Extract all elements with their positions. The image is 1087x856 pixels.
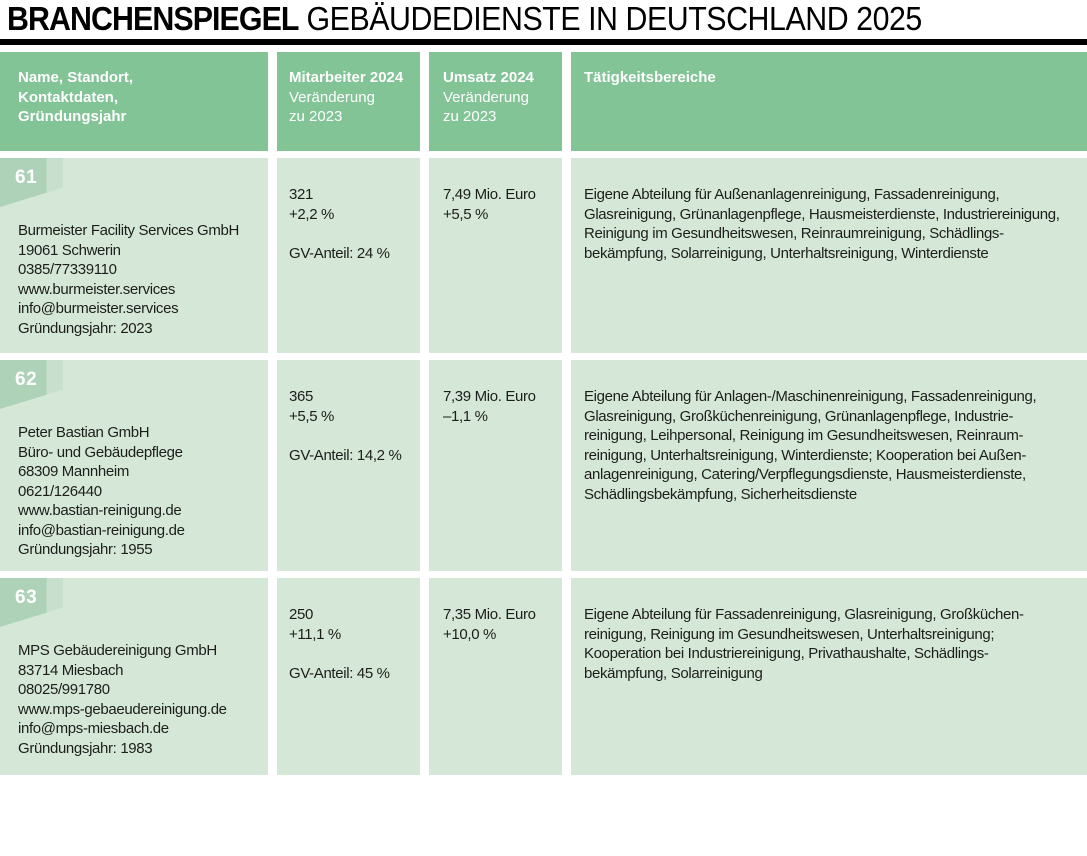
row-61-activities-cell: Eigene Abteilung für Außenanlagenreinigu…: [571, 158, 1087, 353]
header-revenue-sub: Veränderung zu 2023: [443, 88, 529, 126]
employees-value: 321 +2,2 %: [289, 186, 335, 223]
row-61-contact-cell: 61 Burmeister Facility Services GmbH 190…: [0, 158, 268, 353]
gv-share: GV-Anteil: 24 %: [289, 244, 390, 262]
row-62-activities-cell: Eigene Abteilung für Anlagen-/Maschinenr…: [571, 360, 1087, 571]
page-title-brand: BRANCHENSPIEGEL: [7, 0, 299, 37]
row-63-contact-cell: 63 MPS Gebäudereinigung GmbH 83714 Miesb…: [0, 578, 268, 775]
revenue-value: 7,35 Mio. Euro +10,0 %: [443, 606, 536, 643]
row-63-activities-cell: Eigene Abteilung für Fassadenreinigung, …: [571, 578, 1087, 775]
header-employees-sub: Veränderung zu 2023: [289, 88, 375, 126]
header-cell-employees: Mitarbeiter 2024 Veränderung zu 2023: [277, 52, 420, 151]
company-contact: MPS Gebäudereinigung GmbH 83714 Miesbach…: [18, 642, 227, 757]
header-cell-revenue: Umsatz 2024 Veränderung zu 2023: [429, 52, 562, 151]
company-contact: Burmeister Facility Services GmbH 19061 …: [18, 222, 239, 337]
revenue-value: 7,49 Mio. Euro +5,5 %: [443, 186, 536, 223]
row-62-employees-cell: 365 +5,5 % GV-Anteil: 14,2 %: [277, 360, 420, 571]
header-employees-title: Mitarbeiter 2024: [289, 69, 404, 86]
company-contact: Peter Bastian GmbH Büro- und Gebäudepfle…: [18, 424, 185, 558]
rank-number: 61: [15, 167, 38, 188]
masthead: BRANCHENSPIEGEL GEBÄUDEDIENSTE IN DEUTSC…: [0, 0, 1087, 39]
branchenspiegel-table: Name, Standort, Kontaktdaten, Gründungsj…: [0, 52, 1087, 775]
header-revenue-title: Umsatz 2024: [443, 69, 534, 86]
employees-value: 365 +5,5 %: [289, 388, 335, 425]
header-cell-name: Name, Standort, Kontaktdaten, Gründungsj…: [0, 52, 268, 151]
divider-rule: [0, 39, 1087, 45]
gv-share: GV-Anteil: 45 %: [289, 664, 390, 682]
revenue-value: 7,39 Mio. Euro –1,1 %: [443, 388, 536, 425]
activities-text: Eigene Abteilung für Außenanlagenreinigu…: [584, 186, 1060, 262]
row-61-employees-cell: 321 +2,2 % GV-Anteil: 24 %: [277, 158, 420, 353]
activities-text: Eigene Abteilung für Anlagen-/Maschinenr…: [584, 388, 1037, 503]
employees-value: 250 +11,1 %: [289, 606, 341, 643]
row-61-revenue-cell: 7,49 Mio. Euro +5,5 %: [429, 158, 562, 353]
row-62-revenue-cell: 7,39 Mio. Euro –1,1 %: [429, 360, 562, 571]
activities-text: Eigene Abteilung für Fassadenreinigung, …: [584, 606, 1024, 682]
rank-number: 63: [15, 587, 38, 608]
header-name-label: Name, Standort, Kontaktdaten, Gründungsj…: [18, 69, 134, 125]
page-title-subject: GEBÄUDEDIENSTE IN DEUTSCHLAND 2025: [298, 0, 922, 37]
row-63-employees-cell: 250 +11,1 % GV-Anteil: 45 %: [277, 578, 420, 775]
header-cell-activities: Tätigkeitsbereiche: [571, 52, 1087, 151]
gv-share: GV-Anteil: 14,2 %: [289, 446, 402, 464]
page-title: BRANCHENSPIEGEL GEBÄUDEDIENSTE IN DEUTSC…: [7, 1, 1001, 37]
rank-number: 62: [15, 369, 38, 390]
header-activities-label: Tätigkeitsbereiche: [584, 69, 716, 86]
row-63-revenue-cell: 7,35 Mio. Euro +10,0 %: [429, 578, 562, 775]
row-62-contact-cell: 62 Peter Bastian GmbH Büro- und Gebäudep…: [0, 360, 268, 571]
